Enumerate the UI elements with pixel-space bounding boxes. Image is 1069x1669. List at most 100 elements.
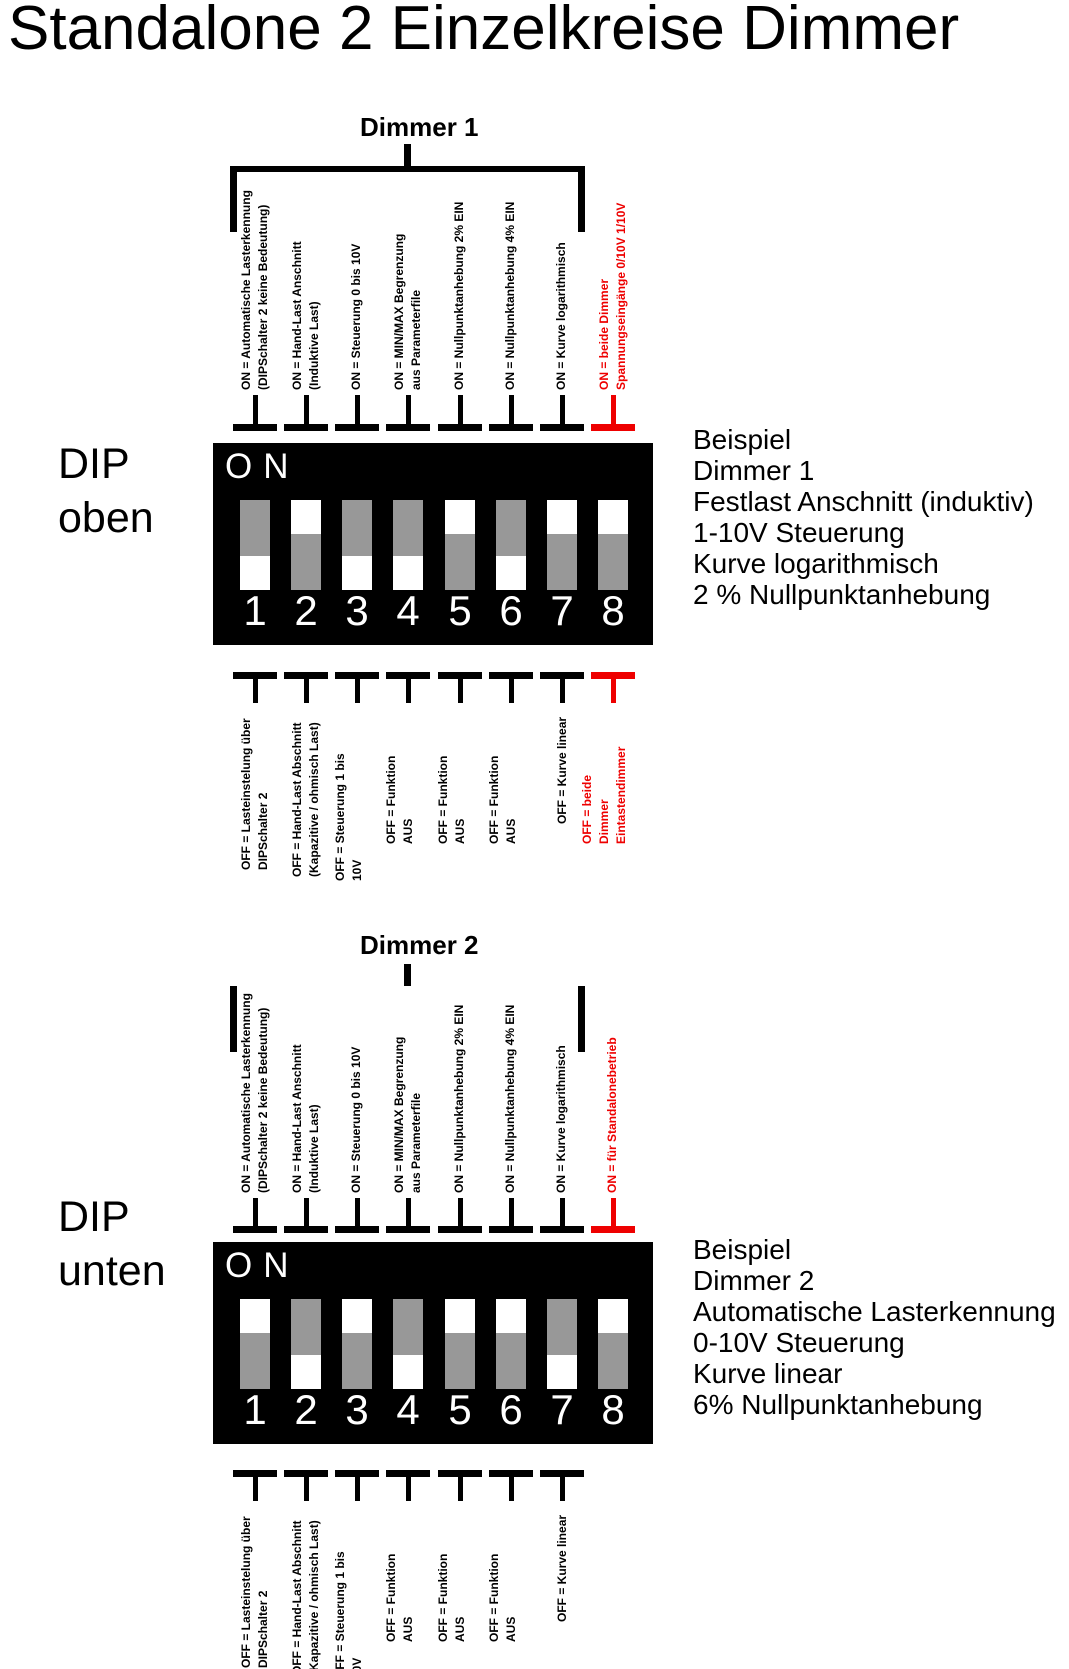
dimmer1-off-tick-1 (233, 672, 277, 703)
switch-knob (598, 500, 628, 534)
dimmer2-switch-6 (496, 1299, 526, 1389)
dimmer2-off-label-2: OFF = Hand-Last Abschnitt (Kapazitive / … (290, 1520, 321, 1669)
dimmer2-switch-number-7: 7 (550, 1386, 574, 1433)
dimmer2-on-tick-5 (438, 1198, 482, 1233)
dimmer1-switch-2 (291, 500, 321, 590)
example-line: 0-10V Steuerung (693, 1327, 905, 1358)
dimmer1-bracket-stem (404, 144, 411, 168)
dimmer2-switch-2 (291, 1299, 321, 1389)
dimmer2-off-tick-2 (284, 1470, 328, 1501)
dimmer1-off-label-5: OFF = Funktion AUS (436, 755, 467, 844)
dimmer2-on-tick-2 (284, 1198, 328, 1233)
dimmer1-switch-8 (598, 500, 628, 590)
dimmer1-switch-7 (547, 500, 577, 590)
example-line: 6% Nullpunktanhebung (693, 1389, 983, 1420)
dimmer2-on-marker: ON (225, 1246, 300, 1285)
dimmer1-switch-number-5: 5 (448, 587, 472, 634)
dimmer1-off-tick-4 (386, 672, 430, 703)
dimmer2-on-label-4: ON = MIN/MAX Begrenzung aus Parameterfil… (392, 1036, 423, 1193)
example-line: 1-10V Steuerung (693, 517, 905, 548)
dimmer2-off-tick-1 (233, 1470, 277, 1501)
dimmer1-bracket-bar (230, 166, 585, 172)
dimmer2-on-label-8: ON = für Standalonebetrieb (605, 1037, 619, 1193)
dimmer1-switch-4 (393, 500, 423, 590)
dimmer1-group-title: Dimmer 1 (360, 112, 479, 142)
dimmer2-on-tick-6 (489, 1198, 533, 1233)
switch-knob (240, 1299, 270, 1333)
dimmer2-bracket-stem (404, 964, 411, 986)
example-line: Kurve logarithmisch (693, 548, 939, 579)
dimmer1-on-label-1: ON = Automatische Lasterkennung (DIPScha… (239, 190, 270, 390)
dimmer2-switch-4 (393, 1299, 423, 1389)
example-line: Beispiel (693, 424, 792, 455)
dimmer2-bracket-right-tick (578, 986, 585, 1052)
dimmer1-on-label-5: ON = Nullpunktanhebung 2% EIN (452, 201, 466, 390)
example-line: Festlast Anschnitt (induktiv) (693, 486, 1034, 517)
switch-knob (342, 556, 372, 590)
switch-knob (598, 1299, 628, 1333)
dimmer1-dip-block: ON 1 2 3 4 5 6 7 8 (213, 443, 653, 645)
dimmer1-off-tick-3 (335, 672, 379, 703)
dimmer1-switch-1 (240, 500, 270, 590)
dimmer1-on-tick-3 (335, 395, 379, 431)
example-line: Dimmer 2 (693, 1265, 815, 1296)
switch-knob (496, 556, 526, 590)
dimmer1-off-label-4: OFF = Funktion AUS (384, 755, 415, 844)
dimmer2-example: Beispiel Dimmer 2 Automatische Lasterken… (693, 1234, 1056, 1420)
dimmer2-on-label-6: ON = Nullpunktanhebung 4% EIN (503, 1004, 517, 1193)
dimmer1-on-label-7: ON = Kurve logarithmisch (554, 242, 568, 390)
dimmer2-switch-8 (598, 1299, 628, 1389)
dimmer2-on-tick-8 (591, 1198, 635, 1233)
dimmer2-dip-block: ON 1 2 3 4 5 6 7 8 (213, 1242, 653, 1444)
dimmer2-off-tick-6 (489, 1470, 533, 1501)
dimmer1-switch-6 (496, 500, 526, 590)
dimmer2-off-label-7: OFF = Kurve linear (555, 1514, 569, 1622)
dimmer2-on-tick-4 (386, 1198, 430, 1233)
switch-knob (445, 500, 475, 534)
dimmer1-off-label-8: OFF = beide Dimmer Eintastendimmer (580, 746, 628, 844)
dimmer2-on-label-3: ON = Steuerung 0 bis 10V (349, 1046, 363, 1193)
dimmer1-switch-number-4: 4 (396, 587, 420, 634)
dimmer1-on-tick-6 (489, 395, 533, 431)
dimmer1-on-tick-1 (233, 395, 277, 431)
switch-knob (547, 1355, 577, 1389)
dimmer2-off-label-3: OFF = Steuerung 1 bis 10V (333, 1551, 364, 1669)
example-line: 2 % Nullpunktanhebung (693, 579, 991, 610)
dimmer2-off-tick-7 (540, 1470, 584, 1501)
dimmer1-on-label-6: ON = Nullpunktanhebung 4% EIN (503, 201, 517, 390)
dimmer1-off-label-7: OFF = Kurve linear (555, 716, 569, 824)
dimmer2-side-label: DIP unten (58, 1193, 166, 1295)
dimmer2-off-tick-5 (438, 1470, 482, 1501)
dimmer2-on-label-7: ON = Kurve logarithmisch (554, 1045, 568, 1193)
dimmer2-on-tick-1 (233, 1198, 277, 1233)
switch-knob (445, 1299, 475, 1333)
dimmer1-on-label-8: ON = beide Dimmer Spannungseingänge 0/10… (597, 202, 628, 390)
dimmer1-on-marker: ON (225, 447, 300, 486)
dimmer2-bracket-left-tick (230, 986, 237, 1052)
dimmer1-switch-number-3: 3 (345, 587, 369, 634)
dimmer1-off-label-3: OFF = Steuerung 1 bis 10V (333, 753, 364, 881)
dimmer2-switch-5 (445, 1299, 475, 1389)
example-line: Beispiel (693, 1234, 792, 1265)
example-line: Automatische Lasterkennung (693, 1296, 1056, 1327)
dimmer2-switch-number-8: 8 (601, 1386, 625, 1433)
dimmer1-bracket-right-tick (578, 166, 585, 232)
example-line: Kurve linear (693, 1358, 843, 1389)
dimmer1-on-tick-5 (438, 395, 482, 431)
dimmer1-switch-3 (342, 500, 372, 590)
dimmer1-off-label-2: OFF = Hand-Last Abschnitt (Kapazitive / … (290, 722, 321, 877)
dimmer2-switch-number-1: 1 (243, 1386, 267, 1433)
dimmer2-switch-number-2: 2 (294, 1386, 318, 1433)
switch-knob (291, 500, 321, 534)
dimmer1-on-tick-2 (284, 395, 328, 431)
dimmer2-on-label-5: ON = Nullpunktanhebung 2% EIN (452, 1004, 466, 1193)
dimmer2-group-title: Dimmer 2 (360, 930, 479, 960)
example-line: Dimmer 1 (693, 455, 815, 486)
dimmer1-switch-number-6: 6 (499, 587, 523, 634)
switch-knob (393, 1355, 423, 1389)
dimmer1-off-label-1: OFF = Lasteinstelung über DIPSchalter 2 (239, 718, 270, 870)
dimmer2-off-label-5: OFF = Funktion AUS (436, 1553, 467, 1642)
page-title: Standalone 2 Einzelkreise Dimmer (8, 0, 960, 63)
dimmer1-switch-number-8: 8 (601, 587, 625, 634)
dimmer1-off-tick-7 (540, 672, 584, 703)
